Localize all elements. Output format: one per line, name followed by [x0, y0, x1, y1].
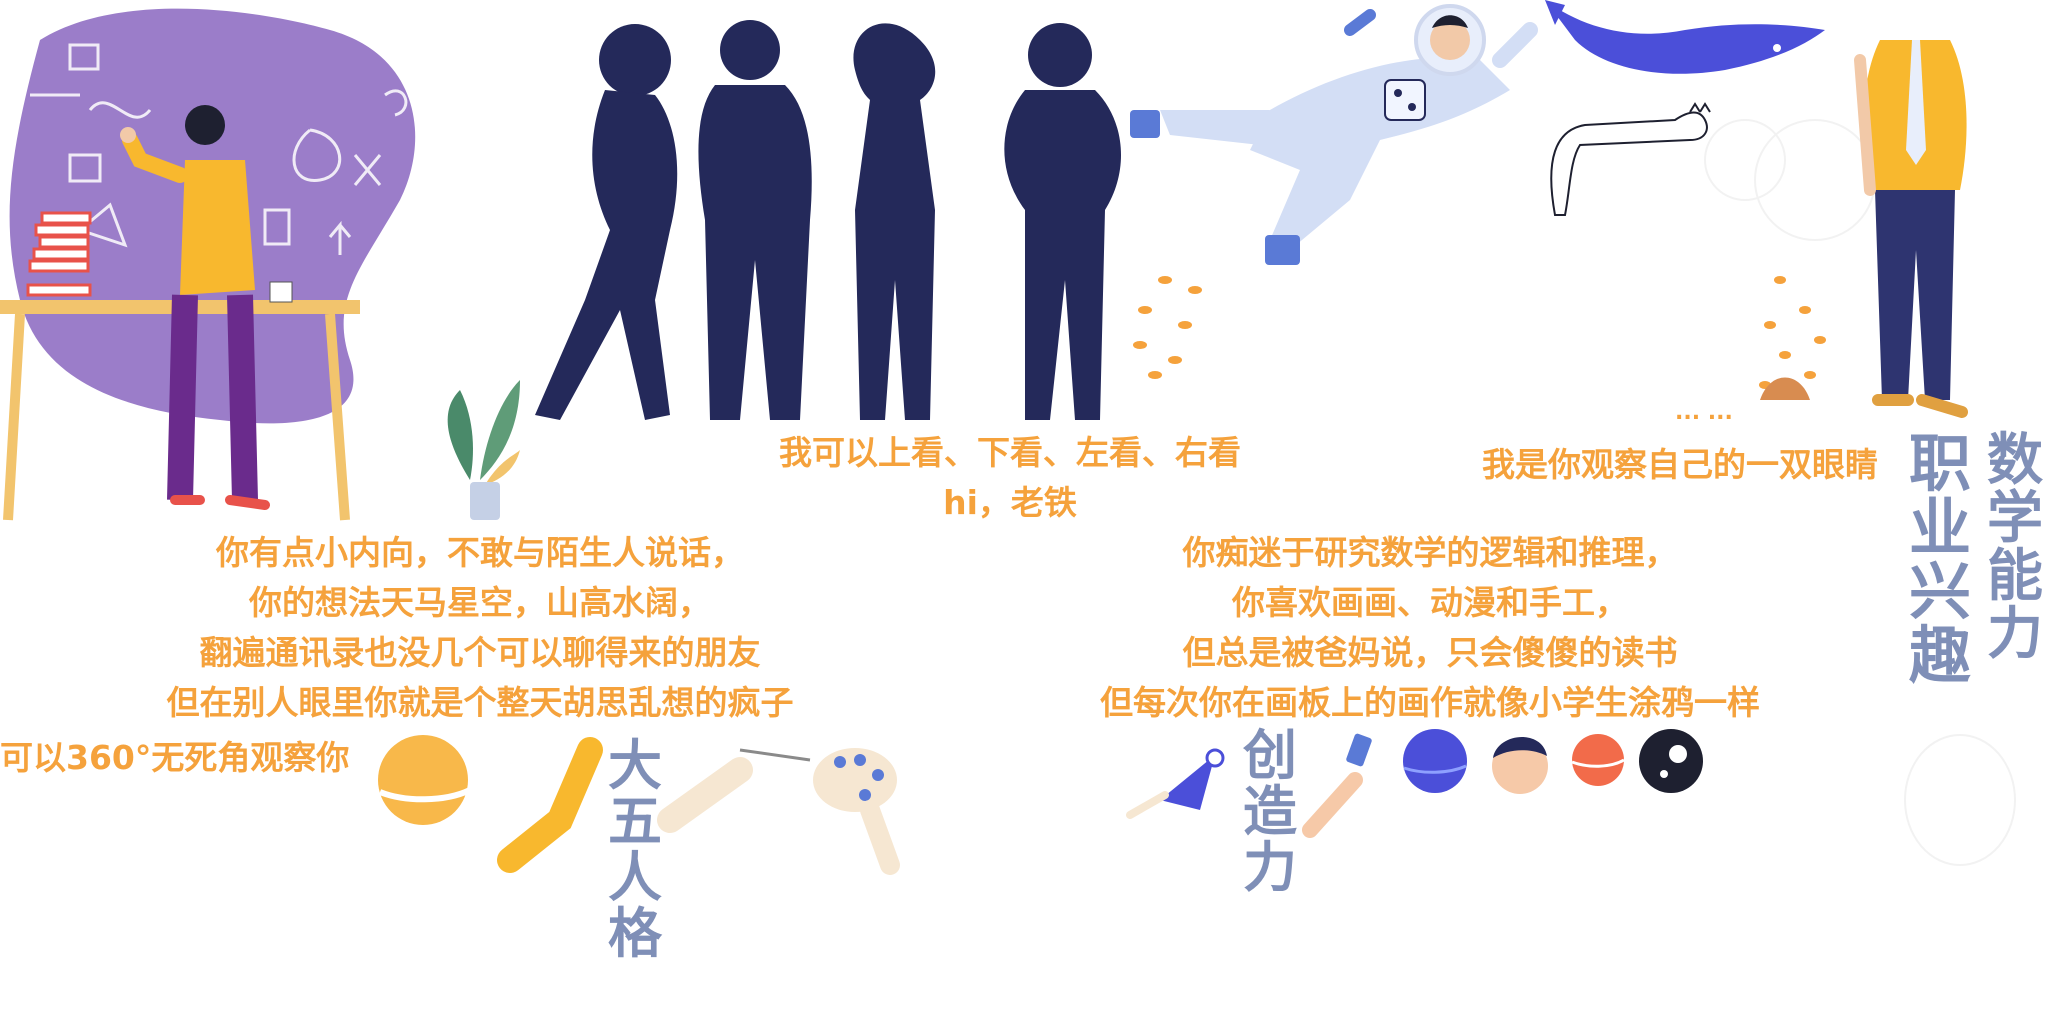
paint-brush-icon: [657, 748, 811, 833]
section-title-career-interest: 职业兴趣: [1908, 427, 1971, 692]
cat-doodle-illustration: [1550, 102, 1876, 241]
caption-line: 但每次你在画板上的画作就像小学生涂鸦一样: [1100, 683, 1760, 722]
thinking-man-illustration: [0, 8, 416, 521]
left-small-caption: 可以360°无死角观察你: [0, 738, 350, 777]
caption-line: 我可以上看、下看、左看、右看: [779, 433, 1241, 472]
planet-icon: [1571, 734, 1625, 786]
caption-line: 但总是被爸妈说，只会傻傻的读书: [1182, 633, 1678, 672]
caption-line: 但在别人眼里你就是个整天胡思乱想的疯子: [166, 683, 794, 722]
section-title-creativity: 创造力: [1243, 724, 1297, 899]
caption-line: hi，老铁: [943, 483, 1077, 522]
caption-line: 你的想法天马星空，山高水阔，: [249, 583, 711, 622]
potted-plant-icon: [447, 380, 520, 520]
phone-hand-icon: [1302, 733, 1372, 838]
eye-ball-icon: [1639, 729, 1703, 793]
paint-palette-icon: [813, 748, 900, 875]
top-right-caption: 我是你观察自己的一双眼睛: [1482, 445, 1878, 484]
arm-illustration: [497, 737, 603, 873]
fish-school-icon: [1759, 276, 1826, 400]
section-title-big-five: 大五人格: [608, 734, 662, 965]
board-dots: ... ...: [1675, 400, 1733, 425]
left-text-block: 你有点小内向，不敢与陌生人说话， 你的想法天马星空，山高水阔， 翻遍通讯录也没几…: [160, 528, 800, 728]
whale-illustration: [1545, 0, 1825, 74]
caption-line: 翻遍通讯录也没几个可以聊得来的朋友: [199, 633, 761, 672]
planet-icon: [1403, 729, 1467, 793]
caption-line: 你有点小内向，不敢与陌生人说话，: [216, 533, 744, 572]
fish-school-icon: [1133, 276, 1202, 379]
rocket-icon: [1126, 748, 1225, 819]
silhouette-group-illustration: [535, 20, 1122, 420]
outline-circle-decoration: [1904, 734, 2016, 866]
businessman-illustration: [1854, 40, 1968, 418]
section-title-math-ability: 数学能力: [1987, 428, 2043, 667]
caption-line: 你痴迷于研究数学的逻辑和推理，: [1182, 533, 1678, 572]
planet-icon: [378, 735, 472, 825]
caption-line: 你喜欢画画、动漫和手工，: [1232, 583, 1628, 622]
right-text-block: 你痴迷于研究数学的逻辑和推理， 你喜欢画画、动漫和手工， 但总是被爸妈说，只会傻…: [1100, 528, 1760, 728]
top-middle-caption: 我可以上看、下看、左看、右看 hi，老铁: [760, 428, 1260, 528]
astronaut-illustration: [1130, 4, 1538, 265]
avatar-icon: [1492, 737, 1548, 794]
